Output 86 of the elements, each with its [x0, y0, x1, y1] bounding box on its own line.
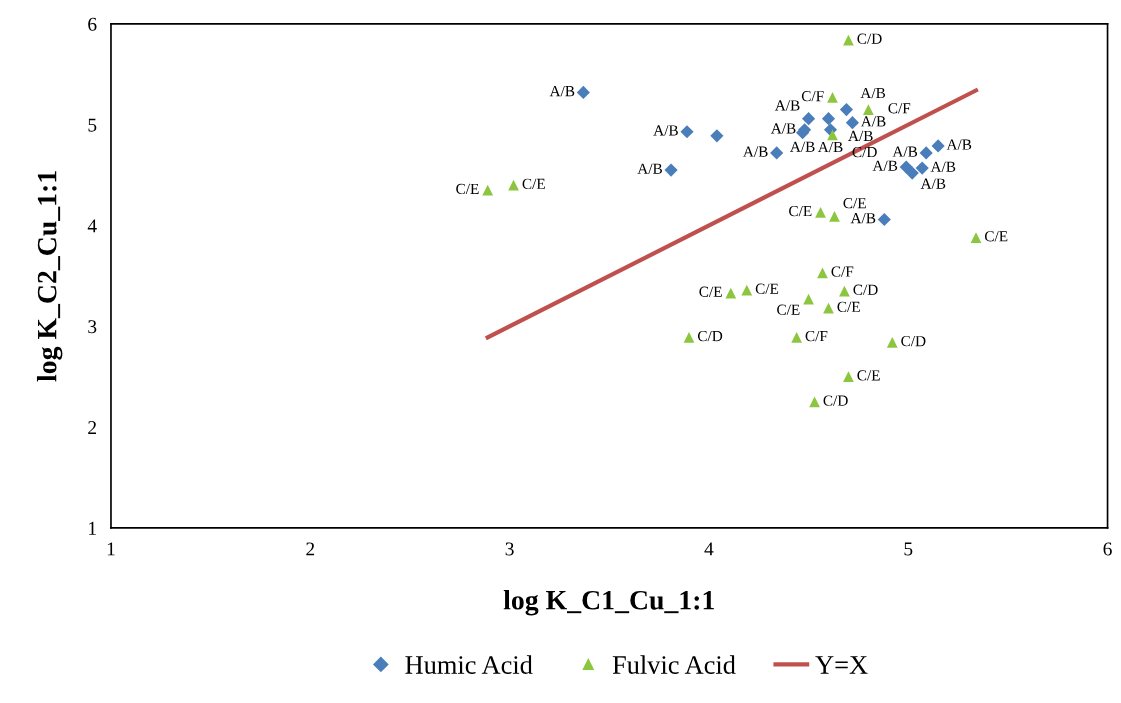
point [829, 211, 840, 222]
point [576, 85, 590, 100]
data-label: C/E [522, 178, 545, 190]
point [862, 104, 874, 115]
point [680, 125, 694, 139]
data-label: C/E [837, 301, 860, 313]
point [931, 139, 945, 153]
data-label: C/F [801, 91, 824, 102]
point [845, 116, 860, 130]
y-axis-title: log K_C2_Cu_1:1 [36, 171, 63, 382]
point [508, 179, 519, 191]
data-label: C/F [805, 330, 828, 342]
x-tick-label: 1 [107, 542, 115, 556]
data-label: A/B [860, 116, 886, 127]
point [770, 146, 784, 160]
data-label: A/B [770, 123, 796, 134]
point [919, 146, 933, 160]
point [817, 267, 828, 279]
legend-label: Fulvic Acid [612, 655, 736, 674]
y-tick-label: 5 [88, 118, 97, 132]
data-label: A/B [653, 125, 678, 136]
data-label: A/B [848, 130, 873, 142]
data-label: A/B [850, 213, 876, 224]
x-tick-label: 6 [1103, 542, 1112, 556]
y-tick-label: 4 [87, 219, 97, 233]
data-label: C/F [831, 266, 854, 277]
x-tick-label: 3 [505, 542, 514, 556]
data-label: C/D [857, 33, 882, 44]
point [970, 232, 982, 243]
data-label: C/D [901, 336, 926, 347]
data-label: A/B [946, 139, 972, 150]
point [710, 129, 724, 143]
data-label: A/B [549, 86, 575, 97]
data-label: A/B [817, 141, 843, 153]
point [821, 112, 836, 126]
data-label: C/E [699, 286, 722, 297]
point [839, 103, 854, 117]
point [843, 34, 854, 46]
data-label: C/D [823, 395, 848, 406]
data-label: A/B [637, 163, 662, 174]
data-label: C/F [888, 103, 911, 114]
x-tick-label: 4 [704, 542, 714, 556]
data-label: C/E [456, 183, 479, 195]
point [815, 207, 826, 218]
y-tick-label: 1 [89, 521, 96, 535]
data-label: C/E [777, 304, 800, 315]
point [809, 396, 820, 408]
point [899, 160, 913, 174]
point [725, 287, 737, 299]
point [877, 212, 891, 227]
data-label: C/D [697, 330, 723, 342]
point [683, 332, 695, 343]
point [905, 166, 919, 180]
point [664, 163, 678, 177]
point [827, 129, 838, 141]
data-label: C/E [789, 205, 812, 217]
point [482, 184, 494, 196]
data-label: A/B [790, 141, 815, 152]
y-tick-label: 3 [88, 320, 97, 334]
data-label: A/B [892, 146, 918, 157]
x-tick-label: 2 [306, 542, 315, 556]
legend-label: Y=X [815, 656, 868, 674]
data-label: A/B [743, 146, 768, 157]
point [915, 161, 929, 175]
point [791, 332, 802, 343]
point [801, 112, 816, 126]
data-label: A/B [774, 100, 800, 111]
y-tick-label: 2 [88, 421, 97, 434]
x-axis-title: log K_C1_Cu_1:1 [503, 590, 714, 616]
legend-label: Humic Acid [405, 655, 533, 674]
x-tick-label: 5 [904, 542, 913, 556]
point [827, 92, 838, 103]
data-label: A/B [930, 161, 956, 172]
data-label: C/E [843, 198, 866, 209]
data-label: A/B [920, 178, 946, 189]
data-label: C/D [853, 284, 878, 295]
data-label: C/E [857, 370, 880, 381]
data-label: A/B [872, 160, 898, 171]
data-label: C/E [755, 283, 779, 294]
data-label: A/B [860, 87, 886, 99]
point [886, 337, 898, 348]
point [843, 371, 854, 383]
y-tick-label: 6 [88, 17, 97, 31]
data-label: C/E [984, 231, 1008, 242]
point [741, 284, 753, 296]
point [823, 302, 834, 314]
